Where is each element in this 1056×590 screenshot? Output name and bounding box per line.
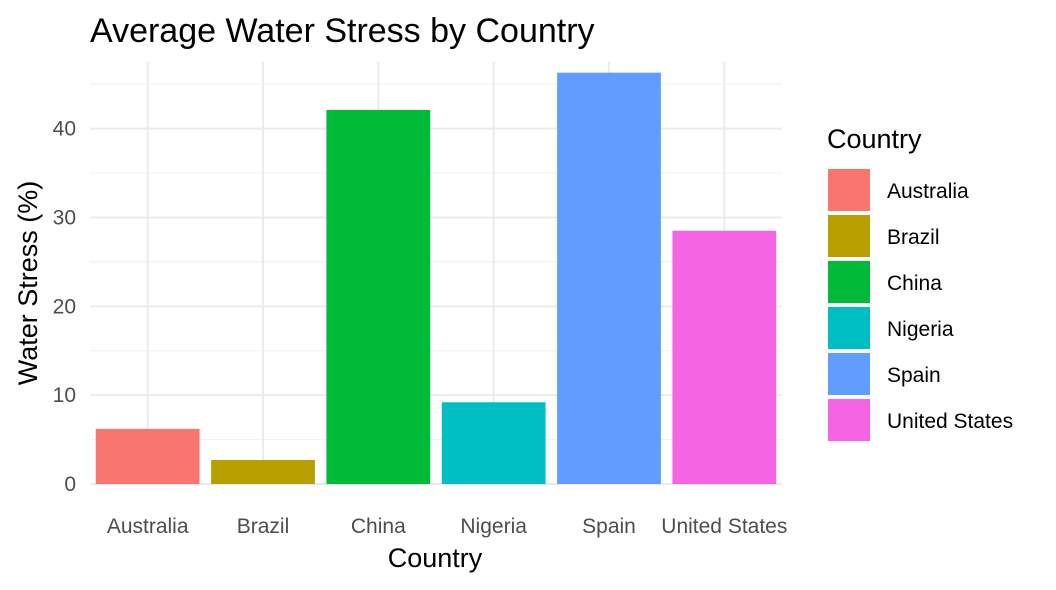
y-tick-label: 20 <box>53 295 76 318</box>
y-tick-label: 30 <box>53 206 76 229</box>
legend-swatch <box>828 215 870 257</box>
legend-label: Nigeria <box>887 318 954 341</box>
legend-label: United States <box>887 410 1013 433</box>
bar-nigeria <box>441 402 546 484</box>
y-tick-label: 10 <box>53 384 76 407</box>
legend-swatch <box>828 261 870 303</box>
legend-item: Brazil <box>828 215 940 257</box>
bars <box>95 72 777 485</box>
x-tick-label: Nigeria <box>460 515 527 538</box>
y-axis-ticks: 0 10 20 30 40 <box>53 118 76 496</box>
legend-swatch <box>828 307 870 349</box>
x-tick-label: United States <box>661 515 787 538</box>
legend: Country Australia Brazil China Nigeria Spain… <box>827 124 1013 441</box>
legend-item: China <box>828 261 942 303</box>
legend-item: Spain <box>828 353 941 395</box>
legend-label: Australia <box>887 180 969 203</box>
x-tick-label: Spain <box>582 515 636 538</box>
legend-swatch <box>828 399 870 441</box>
x-axis-ticks: Australia Brazil China Nigeria Spain United S… <box>107 515 788 538</box>
y-tick-label: 40 <box>53 118 76 141</box>
bar-united-states <box>672 230 777 484</box>
legend-label: Brazil <box>887 226 940 249</box>
x-axis-title: Country <box>388 543 483 573</box>
bar-australia <box>95 428 200 484</box>
x-tick-label: China <box>351 515 406 538</box>
bar-brazil <box>211 460 315 484</box>
legend-item: United States <box>828 399 1013 441</box>
x-tick-label: Brazil <box>237 515 290 538</box>
legend-item: Nigeria <box>828 307 954 349</box>
chart-title: Average Water Stress by Country <box>90 12 595 50</box>
y-axis-title: Water Stress (%) <box>13 181 43 386</box>
bar-spain <box>557 72 661 485</box>
x-tick-label: Australia <box>107 515 189 538</box>
legend-swatch <box>828 353 870 395</box>
bar-china <box>326 109 431 485</box>
legend-label: Spain <box>887 364 941 387</box>
legend-swatch <box>828 169 870 211</box>
legend-label: China <box>887 272 942 295</box>
legend-items: Australia Brazil China Nigeria Spain United S… <box>828 169 1013 441</box>
legend-title: Country <box>827 124 922 154</box>
y-tick-label: 0 <box>64 473 76 496</box>
legend-item: Australia <box>828 169 969 211</box>
